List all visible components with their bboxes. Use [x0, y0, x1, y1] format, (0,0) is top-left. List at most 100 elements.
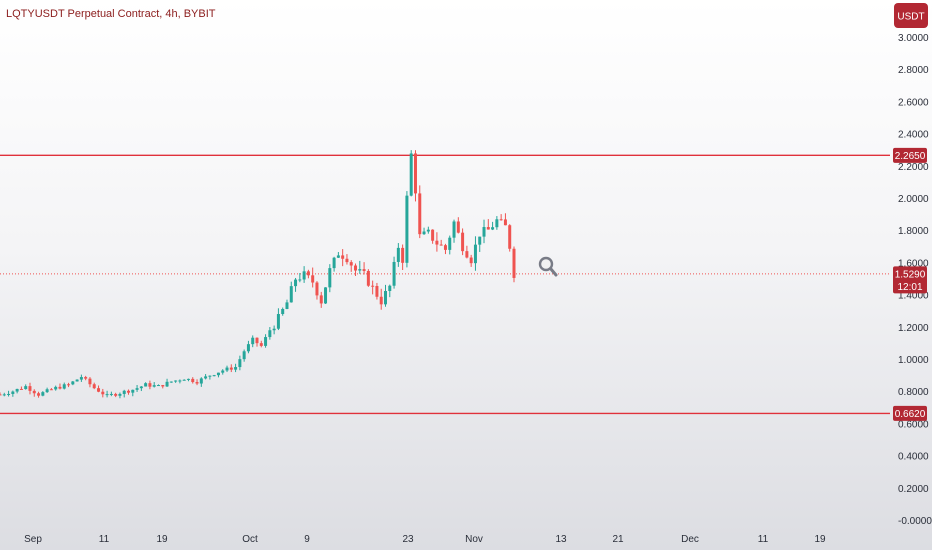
candle-body	[259, 343, 263, 346]
candle-body	[315, 282, 319, 296]
candle-body	[15, 388, 19, 392]
candle-body	[294, 279, 298, 287]
candle-body	[354, 265, 358, 271]
candle-body	[24, 386, 28, 390]
candle-body	[289, 286, 293, 303]
candle-body	[208, 375, 212, 377]
candle-body	[79, 377, 83, 380]
level-badge	[893, 147, 927, 163]
candle-body	[508, 225, 512, 249]
candle-body	[156, 385, 160, 387]
candle-body	[392, 261, 396, 286]
currency-button[interactable]: USDT	[894, 3, 928, 28]
candle-body	[148, 383, 152, 387]
candle-body	[186, 378, 190, 380]
candle-body	[45, 389, 49, 393]
candle-body	[19, 388, 23, 390]
candle-body	[118, 393, 122, 396]
x-tick-label: 23	[402, 534, 414, 545]
candle-body	[486, 227, 490, 230]
candle-body	[443, 245, 447, 250]
candle-body	[405, 195, 409, 263]
y-tick-label: 1.0000	[898, 355, 929, 366]
time-axis[interactable]: Sep 11 19 Oct 9 23 Nov 13 21 Dec 11 19	[24, 534, 826, 545]
chart-title: LQTYUSDT Perpetual Contract, 4h, BYBIT	[6, 8, 216, 20]
candle-body	[67, 384, 71, 386]
y-tick-label: 1.8000	[898, 226, 929, 237]
x-tick-label: 9	[304, 534, 310, 545]
x-tick-label: Sep	[24, 534, 42, 545]
candle-body	[281, 308, 285, 315]
x-tick-label: 21	[612, 534, 624, 545]
candle-body	[182, 379, 186, 381]
candle-body	[341, 255, 345, 259]
candle-body	[379, 296, 383, 305]
y-tick-label: 0.8000	[898, 387, 929, 398]
candle-body	[371, 285, 375, 287]
candle-body	[499, 219, 503, 221]
y-tick-label: 1.2000	[898, 323, 929, 334]
candle-body	[495, 219, 499, 228]
candle-body	[431, 229, 435, 241]
candle-body	[58, 386, 62, 389]
currency-button-label: USDT	[897, 12, 924, 23]
candle-body	[2, 394, 6, 396]
candle-body	[413, 153, 417, 194]
candle-body	[448, 237, 452, 250]
candle-body	[452, 221, 456, 238]
x-tick-label: 19	[156, 534, 168, 545]
y-tick-label: 2.8000	[898, 65, 929, 76]
level-badge-label: 2.2650	[895, 151, 926, 162]
price-axis[interactable]: 3.0000 2.8000 2.6000 2.4000 2.2000 2.0000 1.80…	[898, 33, 932, 527]
candle-body	[366, 270, 370, 286]
candle-body	[324, 287, 328, 304]
candle-body	[7, 393, 11, 395]
candle-body	[255, 337, 259, 344]
candle-body	[41, 392, 45, 396]
candle-body	[362, 269, 366, 271]
y-tick-label: 1.4000	[898, 291, 929, 302]
candle-body	[478, 236, 482, 245]
x-tick-label: 11	[758, 534, 769, 545]
candle-body	[306, 271, 310, 276]
candle-body	[28, 386, 32, 391]
countdown-label: 12:01	[897, 282, 922, 293]
candle-body	[234, 367, 238, 370]
candle-body	[0, 394, 2, 396]
x-tick-label: Oct	[242, 534, 258, 545]
candle-body	[122, 390, 126, 394]
candle-body	[101, 391, 105, 395]
candle-body	[358, 269, 362, 271]
candle-body	[37, 393, 41, 396]
candle-body	[512, 248, 516, 278]
x-tick-label: Dec	[681, 534, 699, 545]
candle-body	[127, 390, 130, 393]
candle-body	[242, 351, 246, 360]
level-badge	[893, 405, 927, 421]
candle-body	[161, 385, 165, 387]
candle-body	[62, 384, 66, 389]
candle-body	[268, 330, 272, 338]
candle-body	[225, 367, 229, 371]
candle-body	[328, 268, 332, 288]
candle-body	[396, 247, 400, 262]
candle-body	[302, 271, 306, 280]
candle-body	[276, 314, 280, 329]
candle-body	[349, 262, 353, 266]
candle-body	[139, 386, 143, 389]
candle-body	[71, 381, 75, 385]
y-tick-label: 0.4000	[898, 452, 929, 463]
candle-body	[84, 377, 88, 379]
y-tick-label: 2.2000	[898, 162, 929, 173]
candle-body	[375, 285, 379, 297]
candle-body	[174, 380, 178, 382]
candle-body	[503, 219, 507, 226]
candle-body	[165, 381, 169, 387]
candle-body	[238, 359, 242, 368]
candle-body	[465, 251, 469, 258]
y-tick-label: 2.6000	[898, 97, 929, 108]
search-icon[interactable]	[538, 256, 558, 277]
candle-body	[199, 378, 203, 384]
